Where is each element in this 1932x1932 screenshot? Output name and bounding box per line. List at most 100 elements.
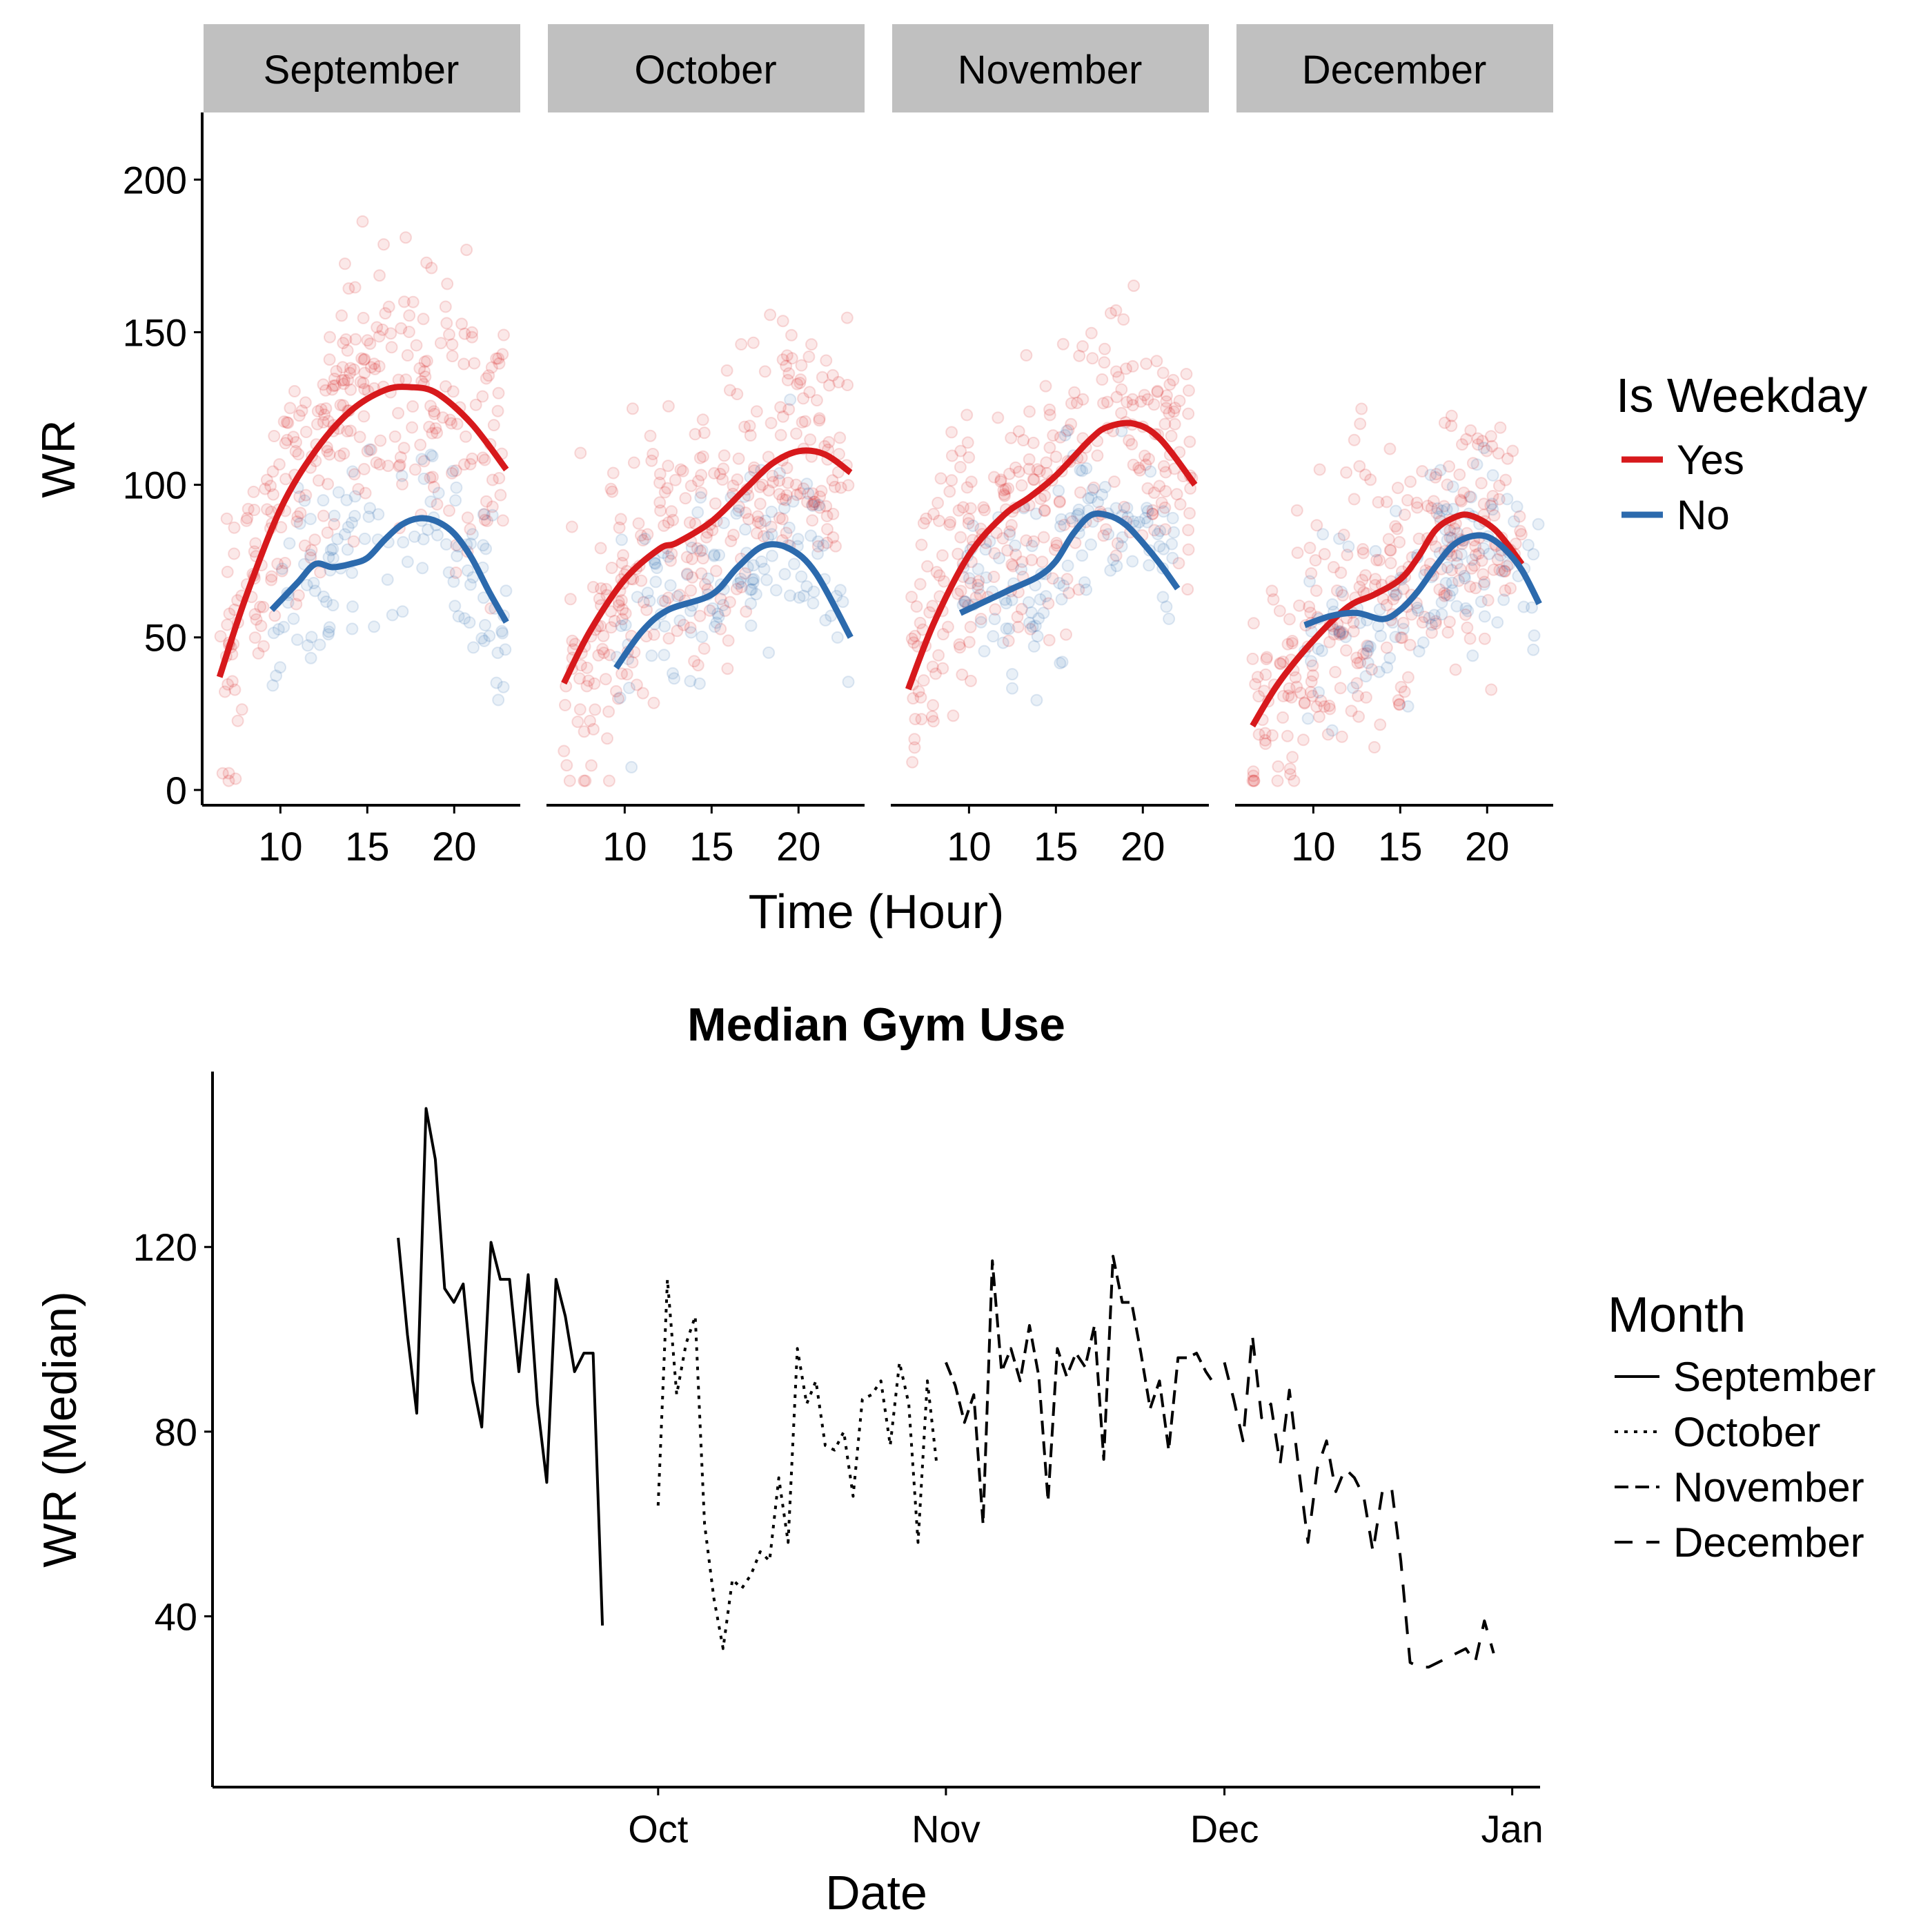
scatter-point bbox=[496, 348, 509, 361]
scatter-point bbox=[1163, 378, 1176, 391]
scatter-point bbox=[1466, 457, 1479, 470]
scatter-point bbox=[926, 600, 939, 613]
scatter-point bbox=[1477, 442, 1490, 455]
scatter-point bbox=[320, 595, 333, 608]
scatter-point bbox=[789, 478, 802, 491]
scatter-point bbox=[344, 383, 357, 396]
scatter-point bbox=[994, 473, 1007, 486]
scatter-point bbox=[780, 462, 793, 475]
scatter-point bbox=[807, 585, 820, 598]
scatter-point bbox=[807, 597, 820, 610]
scatter-point bbox=[229, 772, 242, 785]
scatter-point bbox=[1157, 460, 1170, 473]
scatter-point bbox=[1317, 528, 1330, 541]
scatter-point bbox=[478, 453, 491, 466]
scatter-point bbox=[1393, 698, 1406, 711]
scatter-point bbox=[1029, 507, 1043, 520]
scatter-point bbox=[1247, 617, 1260, 630]
scatter-point bbox=[765, 528, 778, 541]
scatter-point bbox=[653, 468, 667, 480]
scatter-point bbox=[1347, 616, 1360, 629]
scatter-point bbox=[805, 338, 818, 351]
scatter-point bbox=[432, 486, 445, 500]
scatter-point bbox=[1040, 456, 1053, 469]
scatter-point bbox=[1140, 357, 1153, 371]
scatter-point bbox=[1111, 537, 1124, 550]
scatter-point bbox=[1252, 728, 1265, 741]
scatter-point bbox=[424, 400, 437, 413]
scatter-point bbox=[1078, 576, 1091, 589]
scatter-point bbox=[280, 416, 293, 429]
scatter-point bbox=[635, 529, 647, 542]
scatter-point bbox=[1380, 598, 1393, 611]
scatter-point bbox=[806, 514, 819, 527]
scatter-point bbox=[592, 649, 605, 662]
scatter-point bbox=[1054, 431, 1067, 444]
scatter-point bbox=[756, 478, 769, 491]
scatter-point bbox=[353, 431, 366, 444]
scatter-point bbox=[265, 573, 278, 586]
scatter-point bbox=[279, 473, 292, 486]
scatter-point bbox=[954, 531, 967, 544]
scatter-point bbox=[1532, 518, 1545, 531]
scatter-point bbox=[619, 618, 632, 631]
scatter-point bbox=[1446, 584, 1459, 597]
scatter-point bbox=[480, 495, 493, 508]
scatter-point bbox=[662, 460, 675, 473]
scatter-point bbox=[1023, 462, 1036, 475]
scatter-point bbox=[934, 472, 947, 485]
scatter-point bbox=[658, 519, 671, 532]
scatter-point bbox=[661, 482, 674, 495]
scatter-point bbox=[732, 577, 745, 590]
scatter-point bbox=[905, 632, 918, 645]
scatter-point bbox=[680, 568, 693, 581]
scatter-point bbox=[392, 406, 405, 420]
scatter-point bbox=[717, 516, 730, 529]
scatter-point bbox=[1180, 368, 1193, 381]
scatter-point bbox=[755, 555, 768, 568]
scatter-point bbox=[815, 484, 828, 497]
scatter-point bbox=[773, 488, 786, 501]
scatter-point bbox=[1341, 549, 1354, 562]
scatter-point bbox=[486, 500, 499, 513]
scatter-point bbox=[444, 413, 457, 426]
scatter-point bbox=[322, 415, 335, 428]
scatter-point bbox=[1139, 458, 1152, 471]
scatter-point bbox=[662, 632, 676, 645]
scatter-point bbox=[321, 526, 334, 539]
scatter-point bbox=[1470, 458, 1483, 471]
scatter-point bbox=[221, 678, 235, 691]
scatter-point bbox=[1160, 395, 1173, 408]
scatter-point bbox=[612, 599, 625, 612]
scatter-point bbox=[426, 450, 439, 463]
scatter-point bbox=[659, 595, 671, 608]
scatter-point bbox=[813, 412, 826, 425]
scatter-point bbox=[273, 458, 286, 471]
scatter-point bbox=[580, 661, 593, 674]
scatter-point bbox=[493, 357, 506, 370]
scatter-point bbox=[450, 481, 463, 494]
scatter-point bbox=[989, 603, 1002, 616]
scatter-point bbox=[388, 430, 402, 443]
scatter-point bbox=[826, 474, 839, 487]
scatter-point bbox=[1450, 549, 1463, 562]
x-tick-label: Nov bbox=[911, 1807, 980, 1851]
scatter-point bbox=[1166, 511, 1179, 524]
scatter-point bbox=[1446, 480, 1459, 493]
scatter-point bbox=[1110, 391, 1123, 404]
scatter-point bbox=[326, 551, 339, 564]
scatter-point bbox=[379, 307, 392, 320]
scatter-point bbox=[1481, 593, 1495, 607]
scatter-point bbox=[613, 691, 627, 704]
scatter-point bbox=[1020, 534, 1033, 547]
scatter-point bbox=[1283, 762, 1297, 776]
scatter-point bbox=[1342, 540, 1355, 553]
scatter-point bbox=[915, 713, 928, 726]
scatter-point bbox=[952, 547, 965, 560]
scatter-point bbox=[321, 444, 334, 457]
scatter-point bbox=[447, 575, 460, 588]
scatter-point bbox=[274, 661, 286, 674]
scatter-point bbox=[954, 584, 967, 598]
scatter-point bbox=[1383, 544, 1397, 557]
scatter-point bbox=[1393, 698, 1406, 711]
